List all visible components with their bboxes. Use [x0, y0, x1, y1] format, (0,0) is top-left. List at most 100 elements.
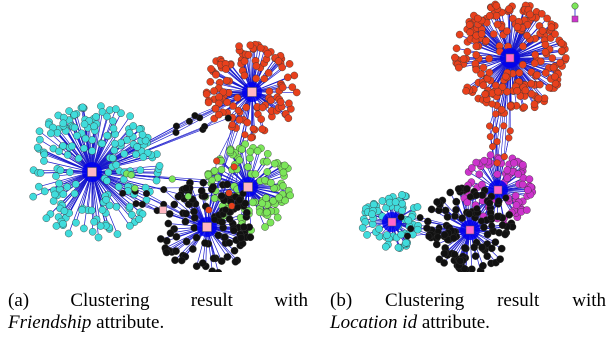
cluster-node	[494, 87, 502, 96]
cluster-node	[263, 157, 271, 166]
cluster-node	[92, 112, 100, 121]
cluster-node	[458, 214, 467, 222]
cluster-node	[278, 63, 286, 72]
cluster-node	[210, 87, 218, 95]
cluster-node	[472, 191, 481, 200]
cluster-node	[274, 57, 283, 65]
bridge-node	[224, 114, 232, 122]
cluster-node	[33, 143, 42, 152]
cluster-node	[49, 197, 58, 205]
cluster-node	[112, 105, 120, 113]
cluster-node	[94, 233, 103, 242]
caption-b: (b) Clustering result with Location id a…	[330, 290, 606, 334]
cluster-node	[135, 215, 143, 223]
cluster-node	[98, 206, 107, 214]
bridge-node	[500, 153, 508, 161]
cluster-node	[102, 195, 110, 204]
bridge-node	[493, 159, 501, 167]
cluster-node	[514, 170, 522, 178]
cluster-node	[126, 112, 134, 120]
cluster-node	[472, 65, 480, 74]
cluster-node	[96, 222, 105, 230]
cluster-node	[182, 184, 190, 193]
cluster-node	[240, 223, 248, 231]
cluster-node	[466, 28, 474, 37]
cluster-node	[474, 14, 482, 23]
cluster-node	[103, 112, 111, 121]
cluster-node	[42, 214, 51, 223]
cluster-node	[263, 49, 272, 58]
caption-a-word: (a)	[8, 290, 30, 311]
cluster-node	[258, 103, 267, 112]
cluster-node	[519, 60, 527, 69]
cluster-node	[133, 143, 141, 151]
cluster-node	[440, 230, 449, 239]
cluster-node	[258, 125, 266, 133]
cluster-node	[73, 131, 81, 140]
cluster-node	[538, 9, 546, 18]
bridge-node	[205, 206, 213, 214]
cluster-node	[515, 69, 524, 77]
cluster-node	[215, 110, 223, 119]
cluster-node	[199, 259, 207, 267]
cluster-node	[383, 231, 391, 239]
cluster-node	[78, 206, 86, 214]
cluster-node	[36, 135, 44, 144]
cluster-node	[480, 156, 489, 165]
cluster-node	[252, 62, 261, 70]
bridge-node	[487, 213, 495, 221]
cluster-edge	[91, 171, 131, 227]
cluster-node	[267, 178, 275, 187]
bridge-node	[397, 213, 405, 221]
cluster-node	[534, 94, 543, 103]
cluster-node	[471, 252, 480, 260]
cluster-node	[413, 225, 422, 234]
cluster-node	[465, 21, 474, 29]
cluster-node	[276, 98, 285, 106]
cluster-node	[265, 87, 274, 96]
cluster-node	[493, 170, 502, 179]
cluster-node	[267, 96, 275, 105]
cluster-node	[68, 142, 76, 151]
bridge-node	[492, 110, 500, 118]
caption-a-word: with	[274, 290, 308, 311]
cluster-node	[138, 130, 147, 139]
cluster-node	[511, 191, 520, 200]
cluster-node	[263, 150, 272, 158]
cluster-node	[109, 117, 117, 125]
caption-a-line1: (a) Clustering result with	[8, 290, 308, 312]
cluster-node	[210, 167, 219, 175]
cluster-node	[182, 209, 190, 218]
caption-a: (a) Clustering result with Friendship at…	[8, 290, 308, 334]
cluster-node	[443, 213, 452, 221]
cluster-node	[242, 103, 251, 112]
cluster-node	[543, 14, 551, 23]
cluster-node	[29, 192, 37, 201]
bridge-node	[505, 134, 513, 142]
caption-a-word: result	[190, 290, 233, 311]
cluster-node	[210, 194, 219, 203]
bridge-node	[172, 128, 180, 136]
cluster-node	[128, 210, 136, 219]
cluster-node	[497, 105, 506, 114]
cluster-node	[136, 166, 145, 174]
cluster-node	[487, 244, 496, 253]
caption-b-line2: Location id attribute.	[330, 312, 606, 334]
cluster-node	[244, 163, 252, 171]
cluster-node	[519, 42, 527, 51]
legend-glyphs	[571, 2, 579, 23]
bridge-node	[172, 122, 180, 130]
bridge-node	[132, 200, 140, 208]
cluster-node	[214, 268, 223, 272]
cluster-node	[47, 129, 55, 138]
cluster-node	[35, 182, 43, 191]
bridge-node	[168, 175, 176, 183]
cluster-node	[223, 253, 232, 261]
cluster-node	[283, 73, 292, 82]
cluster-node	[472, 158, 480, 167]
cluster-node	[219, 88, 228, 96]
cluster-node	[243, 208, 251, 217]
cluster-node	[530, 100, 539, 109]
cluster-node	[80, 120, 89, 128]
cluster-node	[81, 134, 90, 143]
